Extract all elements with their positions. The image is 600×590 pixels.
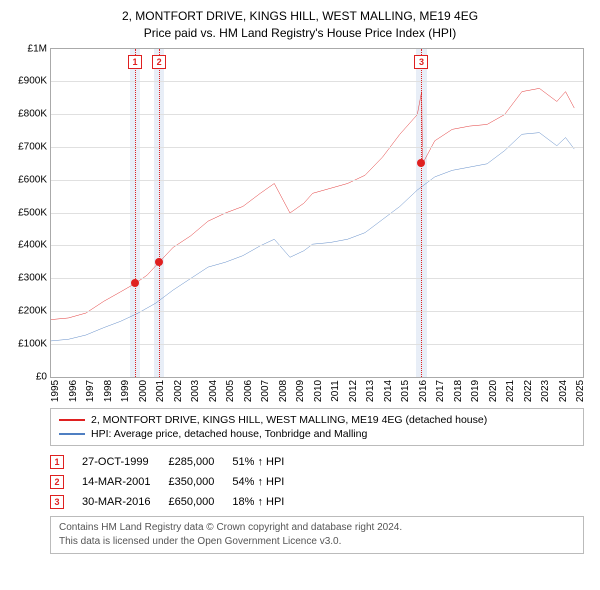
sale-date: 27-OCT-1999 [82, 452, 168, 472]
footer-attribution: Contains HM Land Registry data © Crown c… [50, 516, 584, 554]
x-tick-label: 1999 [120, 379, 131, 401]
legend: 2, MONTFORT DRIVE, KINGS HILL, WEST MALL… [50, 408, 584, 446]
x-tick-label: 1998 [103, 379, 114, 401]
y-tick-label: £100K [18, 338, 51, 349]
sales-table: 1 27-OCT-1999£285,00051% ↑ HPI 2 14-MAR-200… [50, 452, 302, 512]
x-tick-label: 2003 [190, 379, 201, 401]
sale-number-box: 2 [50, 475, 64, 489]
sale-date: 30-MAR-2016 [82, 492, 168, 512]
sale-number-box: 3 [50, 495, 64, 509]
x-tick-label: 2002 [173, 379, 184, 401]
sale-price: £285,000 [168, 452, 232, 472]
x-tick-label: 2016 [418, 379, 429, 401]
gridline [51, 344, 583, 345]
sale-number-box: 1 [50, 455, 64, 469]
footer-line2: This data is licensed under the Open Gov… [59, 535, 575, 549]
x-tick-label: 2008 [278, 379, 289, 401]
sale-dot [131, 279, 139, 287]
x-tick-label: 2025 [575, 379, 586, 401]
x-tick-label: 2019 [470, 379, 481, 401]
title-line2: Price paid vs. HM Land Registry's House … [10, 25, 590, 42]
sale-marker-line [135, 49, 136, 377]
sale-date: 14-MAR-2001 [82, 472, 168, 492]
sale-delta: 54% ↑ HPI [232, 472, 302, 492]
x-tick-label: 1995 [50, 379, 61, 401]
x-tick-label: 2009 [295, 379, 306, 401]
x-tick-label: 2004 [208, 379, 219, 401]
sale-dot [417, 159, 425, 167]
gridline [51, 278, 583, 279]
x-tick-label: 2013 [365, 379, 376, 401]
gridline [51, 114, 583, 115]
series-line [51, 88, 574, 319]
title-line1: 2, MONTFORT DRIVE, KINGS HILL, WEST MALL… [10, 8, 590, 25]
x-tick-label: 2011 [330, 380, 341, 402]
sale-marker-line [159, 49, 160, 377]
table-row: 2 14-MAR-2001£350,00054% ↑ HPI [50, 472, 302, 492]
gridline [51, 213, 583, 214]
legend-item: HPI: Average price, detached house, Tonb… [59, 427, 575, 441]
series-line [51, 132, 574, 340]
y-tick-label: £1M [28, 43, 51, 54]
legend-item: 2, MONTFORT DRIVE, KINGS HILL, WEST MALL… [59, 413, 575, 427]
sale-marker-box: 1 [128, 55, 142, 69]
chart-container: 2, MONTFORT DRIVE, KINGS HILL, WEST MALL… [0, 0, 600, 558]
footer-line1: Contains HM Land Registry data © Crown c… [59, 521, 575, 535]
y-tick-label: £500K [18, 207, 51, 218]
sale-price: £350,000 [168, 472, 232, 492]
x-tick-label: 2023 [540, 379, 551, 401]
x-tick-label: 2014 [383, 379, 394, 401]
gridline [51, 245, 583, 246]
gridline [51, 180, 583, 181]
chart-area: £0£100K£200K£300K£400K£500K£600K£700K£80… [50, 48, 584, 398]
x-tick-label: 2012 [348, 379, 359, 401]
table-row: 3 30-MAR-2016£650,00018% ↑ HPI [50, 492, 302, 512]
y-tick-label: £700K [18, 141, 51, 152]
legend-label: 2, MONTFORT DRIVE, KINGS HILL, WEST MALL… [91, 414, 487, 426]
x-tick-label: 2024 [558, 379, 569, 401]
gridline [51, 81, 583, 82]
y-tick-label: £600K [18, 174, 51, 185]
legend-swatch [59, 419, 85, 421]
x-tick-label: 1997 [85, 379, 96, 401]
x-tick-label: 2010 [313, 379, 324, 401]
sale-dot [155, 258, 163, 266]
plot-area: £0£100K£200K£300K£400K£500K£600K£700K£80… [50, 48, 584, 378]
x-tick-label: 2001 [155, 379, 166, 401]
x-tick-label: 2018 [453, 379, 464, 401]
x-tick-label: 2020 [488, 379, 499, 401]
y-tick-label: £800K [18, 109, 51, 120]
y-tick-label: £0 [36, 371, 51, 382]
table-row: 1 27-OCT-1999£285,00051% ↑ HPI [50, 452, 302, 472]
x-tick-label: 2021 [505, 379, 516, 401]
x-tick-label: 2006 [243, 379, 254, 401]
sale-marker-line [421, 49, 422, 377]
x-tick-label: 2005 [225, 379, 236, 401]
sale-delta: 18% ↑ HPI [232, 492, 302, 512]
y-tick-label: £200K [18, 305, 51, 316]
title-block: 2, MONTFORT DRIVE, KINGS HILL, WEST MALL… [10, 8, 590, 42]
y-tick-label: £400K [18, 240, 51, 251]
sale-marker-box: 2 [152, 55, 166, 69]
x-tick-label: 1996 [68, 379, 79, 401]
y-tick-label: £900K [18, 76, 51, 87]
sale-delta: 51% ↑ HPI [232, 452, 302, 472]
gridline [51, 147, 583, 148]
legend-swatch [59, 433, 85, 435]
x-tick-label: 2022 [523, 379, 534, 401]
gridline [51, 311, 583, 312]
x-tick-label: 2000 [138, 379, 149, 401]
legend-label: HPI: Average price, detached house, Tonb… [91, 428, 367, 440]
sale-price: £650,000 [168, 492, 232, 512]
x-tick-label: 2017 [435, 379, 446, 401]
sale-marker-box: 3 [414, 55, 428, 69]
y-tick-label: £300K [18, 273, 51, 284]
x-tick-label: 2007 [260, 379, 271, 401]
x-tick-label: 2015 [400, 379, 411, 401]
